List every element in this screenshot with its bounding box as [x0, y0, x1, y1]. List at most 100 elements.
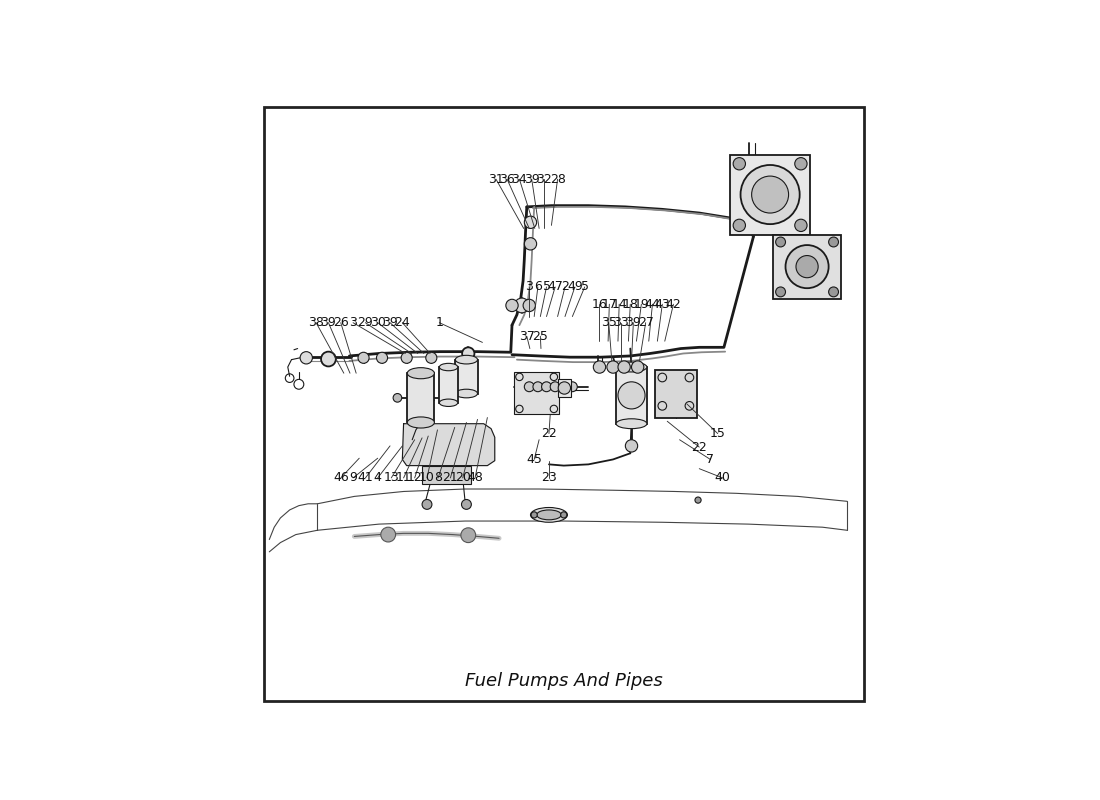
Text: 3: 3: [526, 281, 534, 294]
Circle shape: [531, 512, 537, 518]
Text: 49: 49: [566, 281, 583, 294]
Circle shape: [381, 527, 396, 542]
Text: 19: 19: [634, 298, 649, 310]
Circle shape: [402, 352, 412, 363]
Text: 10: 10: [419, 471, 435, 485]
Circle shape: [558, 382, 571, 394]
Text: 11: 11: [396, 471, 411, 485]
Circle shape: [785, 245, 828, 288]
Bar: [558, 379, 571, 397]
Circle shape: [695, 497, 701, 503]
Text: 33: 33: [613, 316, 629, 329]
Circle shape: [515, 298, 529, 313]
Text: 17: 17: [602, 298, 617, 310]
Circle shape: [776, 237, 785, 247]
Text: 2: 2: [561, 281, 569, 294]
Text: 8: 8: [434, 471, 442, 485]
Text: 21: 21: [442, 471, 459, 485]
Polygon shape: [403, 424, 495, 466]
Circle shape: [524, 299, 536, 312]
Text: 45: 45: [526, 453, 542, 466]
Circle shape: [532, 382, 542, 392]
Text: 41: 41: [358, 471, 373, 485]
Circle shape: [631, 361, 644, 373]
Text: 39: 39: [524, 173, 540, 186]
Text: 16: 16: [592, 298, 607, 310]
Text: 39: 39: [382, 316, 398, 329]
Text: 39: 39: [320, 316, 337, 329]
Circle shape: [559, 382, 569, 392]
Circle shape: [740, 165, 800, 224]
Circle shape: [828, 287, 838, 297]
Text: 35: 35: [601, 316, 617, 329]
Text: 38: 38: [308, 316, 324, 329]
Circle shape: [794, 158, 807, 170]
Text: 12: 12: [407, 471, 422, 485]
Circle shape: [358, 352, 370, 363]
Text: 28: 28: [550, 173, 565, 186]
Text: 24: 24: [395, 316, 410, 329]
Bar: [616, 367, 647, 424]
Circle shape: [525, 238, 537, 250]
Ellipse shape: [616, 362, 647, 372]
Text: 18: 18: [623, 298, 638, 310]
Circle shape: [300, 352, 312, 364]
Bar: [773, 234, 840, 299]
Text: 29: 29: [358, 316, 373, 329]
Text: Fuel Pumps And Pipes: Fuel Pumps And Pipes: [465, 672, 662, 690]
Circle shape: [462, 347, 474, 360]
Circle shape: [561, 512, 566, 518]
Ellipse shape: [407, 417, 434, 428]
Bar: [515, 372, 559, 414]
Circle shape: [796, 255, 818, 278]
Text: 9: 9: [349, 471, 358, 485]
Ellipse shape: [530, 507, 568, 522]
Text: 5: 5: [542, 281, 550, 294]
Circle shape: [828, 237, 838, 247]
Text: 47: 47: [547, 281, 563, 294]
Circle shape: [422, 499, 432, 510]
Text: 6: 6: [534, 281, 542, 294]
Circle shape: [593, 361, 606, 373]
Text: 48: 48: [468, 471, 483, 485]
Circle shape: [321, 352, 336, 366]
Bar: [422, 466, 472, 484]
Text: 34: 34: [512, 173, 527, 186]
Text: 36: 36: [499, 173, 515, 186]
Bar: [654, 370, 696, 418]
Circle shape: [393, 394, 402, 402]
Bar: [407, 373, 434, 422]
Text: 4: 4: [374, 471, 382, 485]
Ellipse shape: [455, 390, 477, 398]
Circle shape: [462, 499, 472, 510]
Text: 32: 32: [536, 173, 552, 186]
Bar: [455, 360, 477, 394]
Circle shape: [625, 440, 638, 452]
Ellipse shape: [439, 363, 458, 370]
Circle shape: [541, 382, 551, 392]
Circle shape: [607, 361, 619, 373]
Ellipse shape: [537, 510, 561, 520]
Ellipse shape: [618, 382, 645, 409]
Bar: [730, 154, 810, 234]
Text: 22: 22: [541, 427, 557, 440]
Circle shape: [426, 352, 437, 363]
Text: 31: 31: [488, 173, 504, 186]
Bar: [439, 367, 458, 402]
Text: 26: 26: [333, 316, 349, 329]
Circle shape: [568, 382, 578, 392]
Circle shape: [751, 176, 789, 213]
Text: 39: 39: [626, 316, 641, 329]
Text: 44: 44: [645, 298, 660, 310]
Ellipse shape: [616, 418, 647, 429]
Text: 27: 27: [638, 316, 653, 329]
Circle shape: [794, 219, 807, 231]
Circle shape: [376, 352, 387, 363]
Text: 42: 42: [666, 298, 681, 310]
Text: 7: 7: [706, 453, 714, 466]
Text: 23: 23: [541, 471, 557, 485]
Text: 3: 3: [349, 316, 358, 329]
Circle shape: [461, 528, 475, 542]
Text: 5: 5: [581, 281, 589, 294]
Circle shape: [506, 299, 518, 312]
